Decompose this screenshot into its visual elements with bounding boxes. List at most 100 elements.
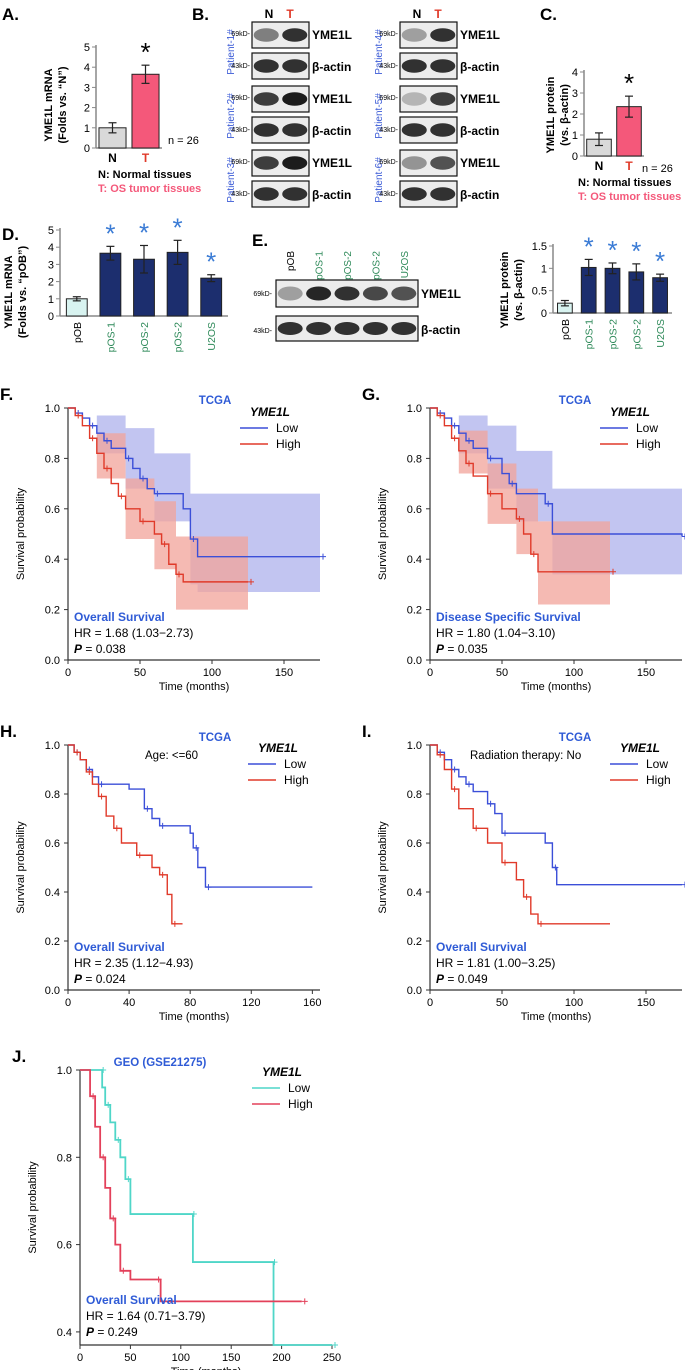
significance-star: * bbox=[655, 246, 665, 276]
x-tick-label: 0 bbox=[427, 997, 433, 1009]
x-tick-label: 100 bbox=[565, 667, 583, 679]
x-tick-label: 0 bbox=[65, 667, 71, 679]
y-tick-label: 0.4 bbox=[45, 887, 60, 899]
band bbox=[334, 322, 360, 335]
x-tick-label: 160 bbox=[303, 997, 321, 1009]
blot-label-control: β-actin bbox=[460, 124, 499, 138]
lane-label-t: T bbox=[286, 7, 294, 21]
legend-label-high: High bbox=[288, 1097, 313, 1111]
panel-c-letter: C. bbox=[540, 5, 557, 24]
legend-title: YME1L bbox=[258, 741, 298, 755]
km-curve-high bbox=[68, 744, 183, 925]
y-tick-label: 0.4 bbox=[45, 554, 60, 566]
censor-mark bbox=[502, 830, 508, 837]
y-tick-label: 0.8 bbox=[45, 789, 60, 801]
lane-label: U2OS bbox=[400, 251, 411, 279]
km-hazard-ratio: HR = 2.35 (1.12−4.93) bbox=[74, 956, 193, 970]
legend-label-high: High bbox=[646, 773, 671, 787]
censor-mark bbox=[120, 1267, 127, 1274]
y-tick-label: 0.0 bbox=[407, 655, 422, 667]
censor-mark bbox=[118, 493, 125, 500]
blot-label-target: YME1L bbox=[312, 92, 352, 106]
y-tick-label: 1 bbox=[48, 294, 54, 306]
censor-mark bbox=[205, 884, 212, 891]
censor-mark bbox=[682, 881, 685, 888]
mw-marker: 43kD- bbox=[379, 63, 398, 70]
panel-g-km-plot: G. TCGA 0.0 0.2 0.4 0.6 0.8 1.0 0 50 100 150 Surviva… bbox=[362, 385, 685, 693]
panel-b-letter: B. bbox=[192, 5, 209, 24]
legend-title: YME1L bbox=[262, 1065, 302, 1079]
x-tick-label: T bbox=[142, 151, 150, 165]
lane-label-t: T bbox=[434, 7, 442, 21]
y-tick-label: 1.0 bbox=[407, 740, 422, 752]
panel-d-chart: 0 1 2 3 4 5 pOB * pOS-1 * pOS-2 * pOS-2 * U2OS bbox=[48, 212, 228, 352]
panel-e-letter: E. bbox=[252, 231, 268, 250]
km-curve-low bbox=[430, 407, 683, 537]
censor-mark bbox=[104, 465, 110, 472]
y-tick-label: 0.2 bbox=[407, 936, 422, 948]
lane-label: pOS-2 bbox=[371, 251, 382, 280]
km-subgroup-label: Radiation therapy: No bbox=[470, 750, 581, 762]
censor-mark bbox=[75, 412, 82, 419]
band bbox=[401, 59, 427, 73]
panel-c-n-label: n = 26 bbox=[642, 163, 673, 175]
band bbox=[401, 28, 427, 42]
patient-label: Patient-5# bbox=[374, 93, 385, 139]
y-tick-label: 0.6 bbox=[45, 504, 60, 516]
panel-a-n-label: n = 26 bbox=[168, 135, 199, 147]
censor-mark bbox=[190, 1211, 197, 1218]
band bbox=[253, 156, 279, 170]
panel-a-letter: A. bbox=[2, 5, 19, 24]
legend-label-high: High bbox=[284, 773, 309, 787]
y-tick-label: 0.8 bbox=[407, 789, 422, 801]
censor-mark bbox=[86, 768, 93, 775]
km-endpoint-label: Overall Survival bbox=[86, 1293, 177, 1307]
km-hazard-ratio: HR = 1.64 (0.71−3.79) bbox=[86, 1309, 205, 1323]
mw-marker: 43kD- bbox=[379, 191, 398, 198]
km-hazard-ratio: HR = 1.81 (1.00−3.25) bbox=[436, 956, 555, 970]
blot-label-target: YME1L bbox=[312, 28, 352, 42]
x-axis-label: Time (months) bbox=[521, 681, 592, 693]
panel-a-ylabel-2: (Folds vs. “N”) bbox=[57, 66, 69, 143]
km-p-value: P = 0.035 bbox=[436, 642, 488, 656]
legend-title: YME1L bbox=[620, 741, 660, 755]
panel-e-chart: 0 0.5 1 1.5 pOB * pOS-1 * pOS-2 * pOS-2 * U2OS bbox=[532, 231, 672, 349]
x-tick-label: pOB bbox=[72, 322, 84, 343]
blot-label-control: β-actin bbox=[312, 124, 351, 138]
censor-mark bbox=[110, 1215, 117, 1222]
panel-c: C. YME1L protein (vs. β-actin) 01234N*T … bbox=[540, 5, 681, 203]
censor-mark bbox=[301, 1298, 308, 1305]
censor-mark bbox=[98, 793, 105, 800]
x-tick-label: 80 bbox=[184, 997, 196, 1009]
panel-c-ylabel-2: (vs. β-actin) bbox=[559, 84, 571, 146]
censor-mark bbox=[159, 822, 166, 829]
band bbox=[282, 123, 308, 137]
km-dataset-title: TCGA bbox=[559, 732, 592, 744]
y-tick-label: 0.4 bbox=[407, 554, 422, 566]
band bbox=[430, 187, 456, 201]
censor-mark bbox=[451, 786, 458, 793]
mw-marker: 43kD- bbox=[231, 127, 250, 134]
y-tick-label: 1 bbox=[541, 263, 547, 275]
censor-mark bbox=[516, 515, 523, 522]
blot-label-target: YME1L bbox=[460, 28, 500, 42]
censor-mark bbox=[530, 551, 537, 558]
censor-mark bbox=[159, 871, 166, 878]
blot-label-control: β-actin bbox=[421, 323, 460, 337]
censor-mark bbox=[98, 781, 105, 788]
band bbox=[391, 322, 417, 335]
legend-label-low: Low bbox=[284, 757, 306, 771]
y-tick-label: 3 bbox=[48, 259, 54, 271]
censor-mark bbox=[171, 920, 178, 927]
lane-label: pOB bbox=[286, 251, 297, 271]
x-tick-label: pOS-2 bbox=[631, 319, 643, 350]
censor-mark bbox=[538, 920, 544, 927]
panel-letter: G. bbox=[362, 385, 380, 404]
x-tick-label: pOS-2 bbox=[608, 319, 620, 350]
x-tick-label: 150 bbox=[275, 667, 293, 679]
band bbox=[282, 187, 308, 201]
censor-mark bbox=[144, 805, 151, 812]
